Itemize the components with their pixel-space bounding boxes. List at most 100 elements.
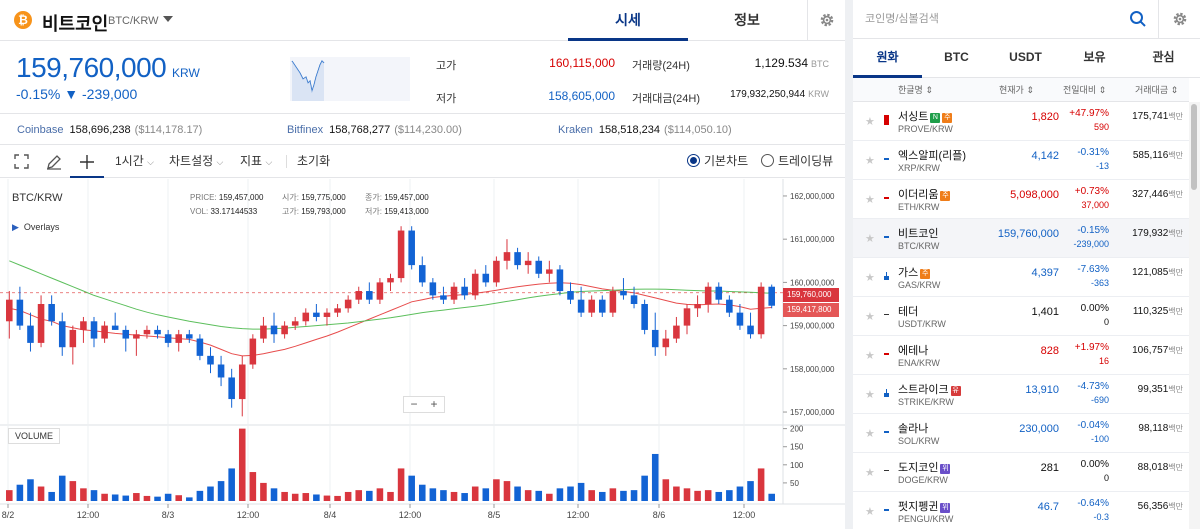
- basic-chart-option[interactable]: 기본차트: [687, 145, 748, 178]
- tab-price[interactable]: 시세: [568, 0, 688, 41]
- tab-btc[interactable]: BTC: [944, 50, 969, 64]
- exchange-coinbase: Coinbase 158,696,238 ($114,178.17): [17, 115, 202, 145]
- price-unit: KRW: [172, 66, 200, 80]
- coin-row[interactable]: ★ 펏지펭귄 위 PENGU/KRW 46.7 -0.64% -0.3 56,35…: [853, 492, 1189, 529]
- coin-change-amount: -100: [1090, 434, 1109, 444]
- indicators-dropdown[interactable]: 지표 ⌵: [240, 145, 272, 179]
- trend-down-icon: [884, 389, 889, 397]
- reset-button[interactable]: 초기화: [297, 154, 331, 168]
- tab-usdt[interactable]: USDT: [1009, 50, 1042, 64]
- chart-pair-label: BTC/KRW: [12, 192, 63, 204]
- candle-body: [344, 299, 352, 309]
- star-icon[interactable]: ★: [865, 116, 875, 128]
- coin-name: 비트코인: [898, 228, 939, 240]
- coin-row[interactable]: ★ 엑스알피(리플) XRP/KRW 4,142 -0.31% -13 585,…: [853, 141, 1189, 180]
- coin-volume-unit: 백만: [1168, 151, 1183, 160]
- candle-body: [270, 325, 278, 335]
- tab-info[interactable]: 정보: [734, 12, 760, 28]
- trend-down-icon: [884, 431, 889, 433]
- star-icon[interactable]: ★: [865, 311, 875, 323]
- coin-row[interactable]: ★ 가스 주 GAS/KRW 4,397 -7.63% -363 121,085백…: [853, 258, 1189, 297]
- volume-bar: [715, 491, 723, 501]
- volume-bar: [249, 472, 257, 501]
- star-icon[interactable]: ★: [865, 350, 875, 362]
- coin-volume-value: 110,325: [1132, 306, 1169, 317]
- list-scrollbar[interactable]: [1189, 102, 1200, 529]
- star-icon[interactable]: ★: [865, 428, 875, 440]
- ticker-summary: 159,760,000 KRW -0.15% ▼ -239,000 고가 160…: [0, 41, 845, 114]
- candle-body: [37, 304, 45, 343]
- interval-label: 1시간: [115, 154, 144, 168]
- search-button[interactable]: [1129, 10, 1147, 28]
- list-settings-button[interactable]: [1158, 0, 1200, 39]
- coin-row[interactable]: ★ 도지코인 위 DOGE/KRW 281 0.00% 0 88,018백만: [853, 453, 1189, 492]
- interval-dropdown[interactable]: 1시간 ⌵: [115, 145, 154, 179]
- coin-volume: 585,116백만: [1133, 150, 1183, 161]
- price-chart[interactable]: 162,000,000 161,000,000 160,000,000 159,000…: [0, 179, 845, 529]
- star-icon[interactable]: ★: [865, 506, 875, 518]
- coin-volume-unit: 백만: [1168, 502, 1183, 511]
- candlestick-chart[interactable]: 162,000,000 161,000,000 160,000,000 159,000…: [0, 179, 845, 529]
- volume-bar: [683, 488, 691, 501]
- star-icon[interactable]: ★: [865, 233, 875, 245]
- coin-row[interactable]: ★ 테더 USDT/KRW 1,401 0.00% 0 110,325백만: [853, 297, 1189, 336]
- col-price[interactable]: 현재가 ⇕: [999, 85, 1034, 95]
- volume-bar: [387, 491, 394, 501]
- coin-name-wrap: 서싱트 N 주: [898, 108, 953, 124]
- coin-row[interactable]: ★ 에테나 ENA/KRW 828 +1.97% 16 106,757백만: [853, 336, 1189, 375]
- search-input[interactable]: [865, 10, 1125, 28]
- volume-bar: [238, 428, 246, 501]
- crosshair-button[interactable]: [70, 145, 104, 178]
- chevron-down-icon[interactable]: [162, 14, 174, 24]
- coin-price: 1,401: [1031, 306, 1059, 318]
- overlays-toggle[interactable]: ▶ Overlays: [12, 222, 59, 233]
- volume-bar: [302, 493, 310, 501]
- candle-body: [440, 295, 447, 300]
- star-icon[interactable]: ★: [865, 194, 875, 206]
- coin-ticker: PENGU/KRW: [898, 514, 954, 524]
- tradingview-option[interactable]: 트레이딩뷰: [761, 145, 833, 178]
- coin-row[interactable]: ★ 서싱트 N 주 PROVE/KRW 1,820 +47.97% 590 175,…: [853, 102, 1189, 141]
- volume-bar: [355, 490, 363, 501]
- market-tabs: 원화 BTC USDT 보유 관심: [853, 39, 1200, 78]
- coin-badge: 유: [950, 386, 961, 396]
- col-volume[interactable]: 거래대금 ⇕: [1135, 85, 1179, 95]
- trend-down-icon: [884, 236, 889, 238]
- fullscreen-button[interactable]: [14, 145, 32, 178]
- zoom-out-button[interactable]: −: [410, 397, 418, 411]
- star-icon[interactable]: ★: [865, 155, 875, 167]
- coin-volume: 98,118백만: [1138, 423, 1183, 434]
- zoom-in-button[interactable]: +: [430, 397, 438, 411]
- coin-row[interactable]: ★ 솔라나 SOL/KRW 230,000 -0.04% -100 98,118…: [853, 414, 1189, 453]
- candle-body: [143, 329, 151, 335]
- col-name[interactable]: 한글명 ⇕: [898, 85, 933, 95]
- coin-volume-unit: 백만: [1168, 229, 1183, 238]
- coin-volume-value: 98,118: [1138, 423, 1169, 434]
- coin-row[interactable]: ★ 비트코인 BTC/KRW 159,760,000 -0.15% -239,0…: [853, 219, 1189, 258]
- volume-bar: [471, 486, 479, 501]
- star-icon[interactable]: ★: [865, 272, 875, 284]
- star-icon[interactable]: ★: [865, 389, 875, 401]
- coin-change-pct: -0.15%: [1077, 225, 1109, 236]
- volume-unit: BTC: [811, 59, 829, 69]
- candle-body: [577, 299, 585, 313]
- tab-favorites[interactable]: 관심: [1152, 50, 1175, 64]
- star-icon[interactable]: ★: [865, 467, 875, 479]
- volume-bar: [313, 494, 320, 501]
- settings-button[interactable]: [807, 0, 845, 41]
- volume-tick-label: 100: [790, 461, 804, 470]
- coin-change-pct: +0.73%: [1074, 186, 1109, 197]
- candle-body: [556, 269, 564, 292]
- coin-row[interactable]: ★ 이더리움 주 ETH/KRW 5,098,000 +0.73% 37,000 …: [853, 180, 1189, 219]
- draw-button[interactable]: [46, 145, 64, 178]
- col-change[interactable]: 전일대비 ⇕: [1063, 85, 1107, 95]
- volume-bar: [281, 491, 288, 501]
- exchange-name: Bitfinex: [287, 124, 324, 136]
- scroll-thumb[interactable]: [1191, 104, 1197, 190]
- tab-krw[interactable]: 원화: [853, 39, 922, 78]
- volume-bar: [228, 468, 235, 501]
- coin-row[interactable]: ★ 스트라이크 유 STRIKE/KRW 13,910 -4.73% -690 9…: [853, 375, 1189, 414]
- tab-holdings[interactable]: 보유: [1083, 50, 1106, 64]
- chart-settings-dropdown[interactable]: 차트설정 ⌵: [169, 145, 223, 179]
- coin-volume: 110,325백만: [1133, 306, 1183, 317]
